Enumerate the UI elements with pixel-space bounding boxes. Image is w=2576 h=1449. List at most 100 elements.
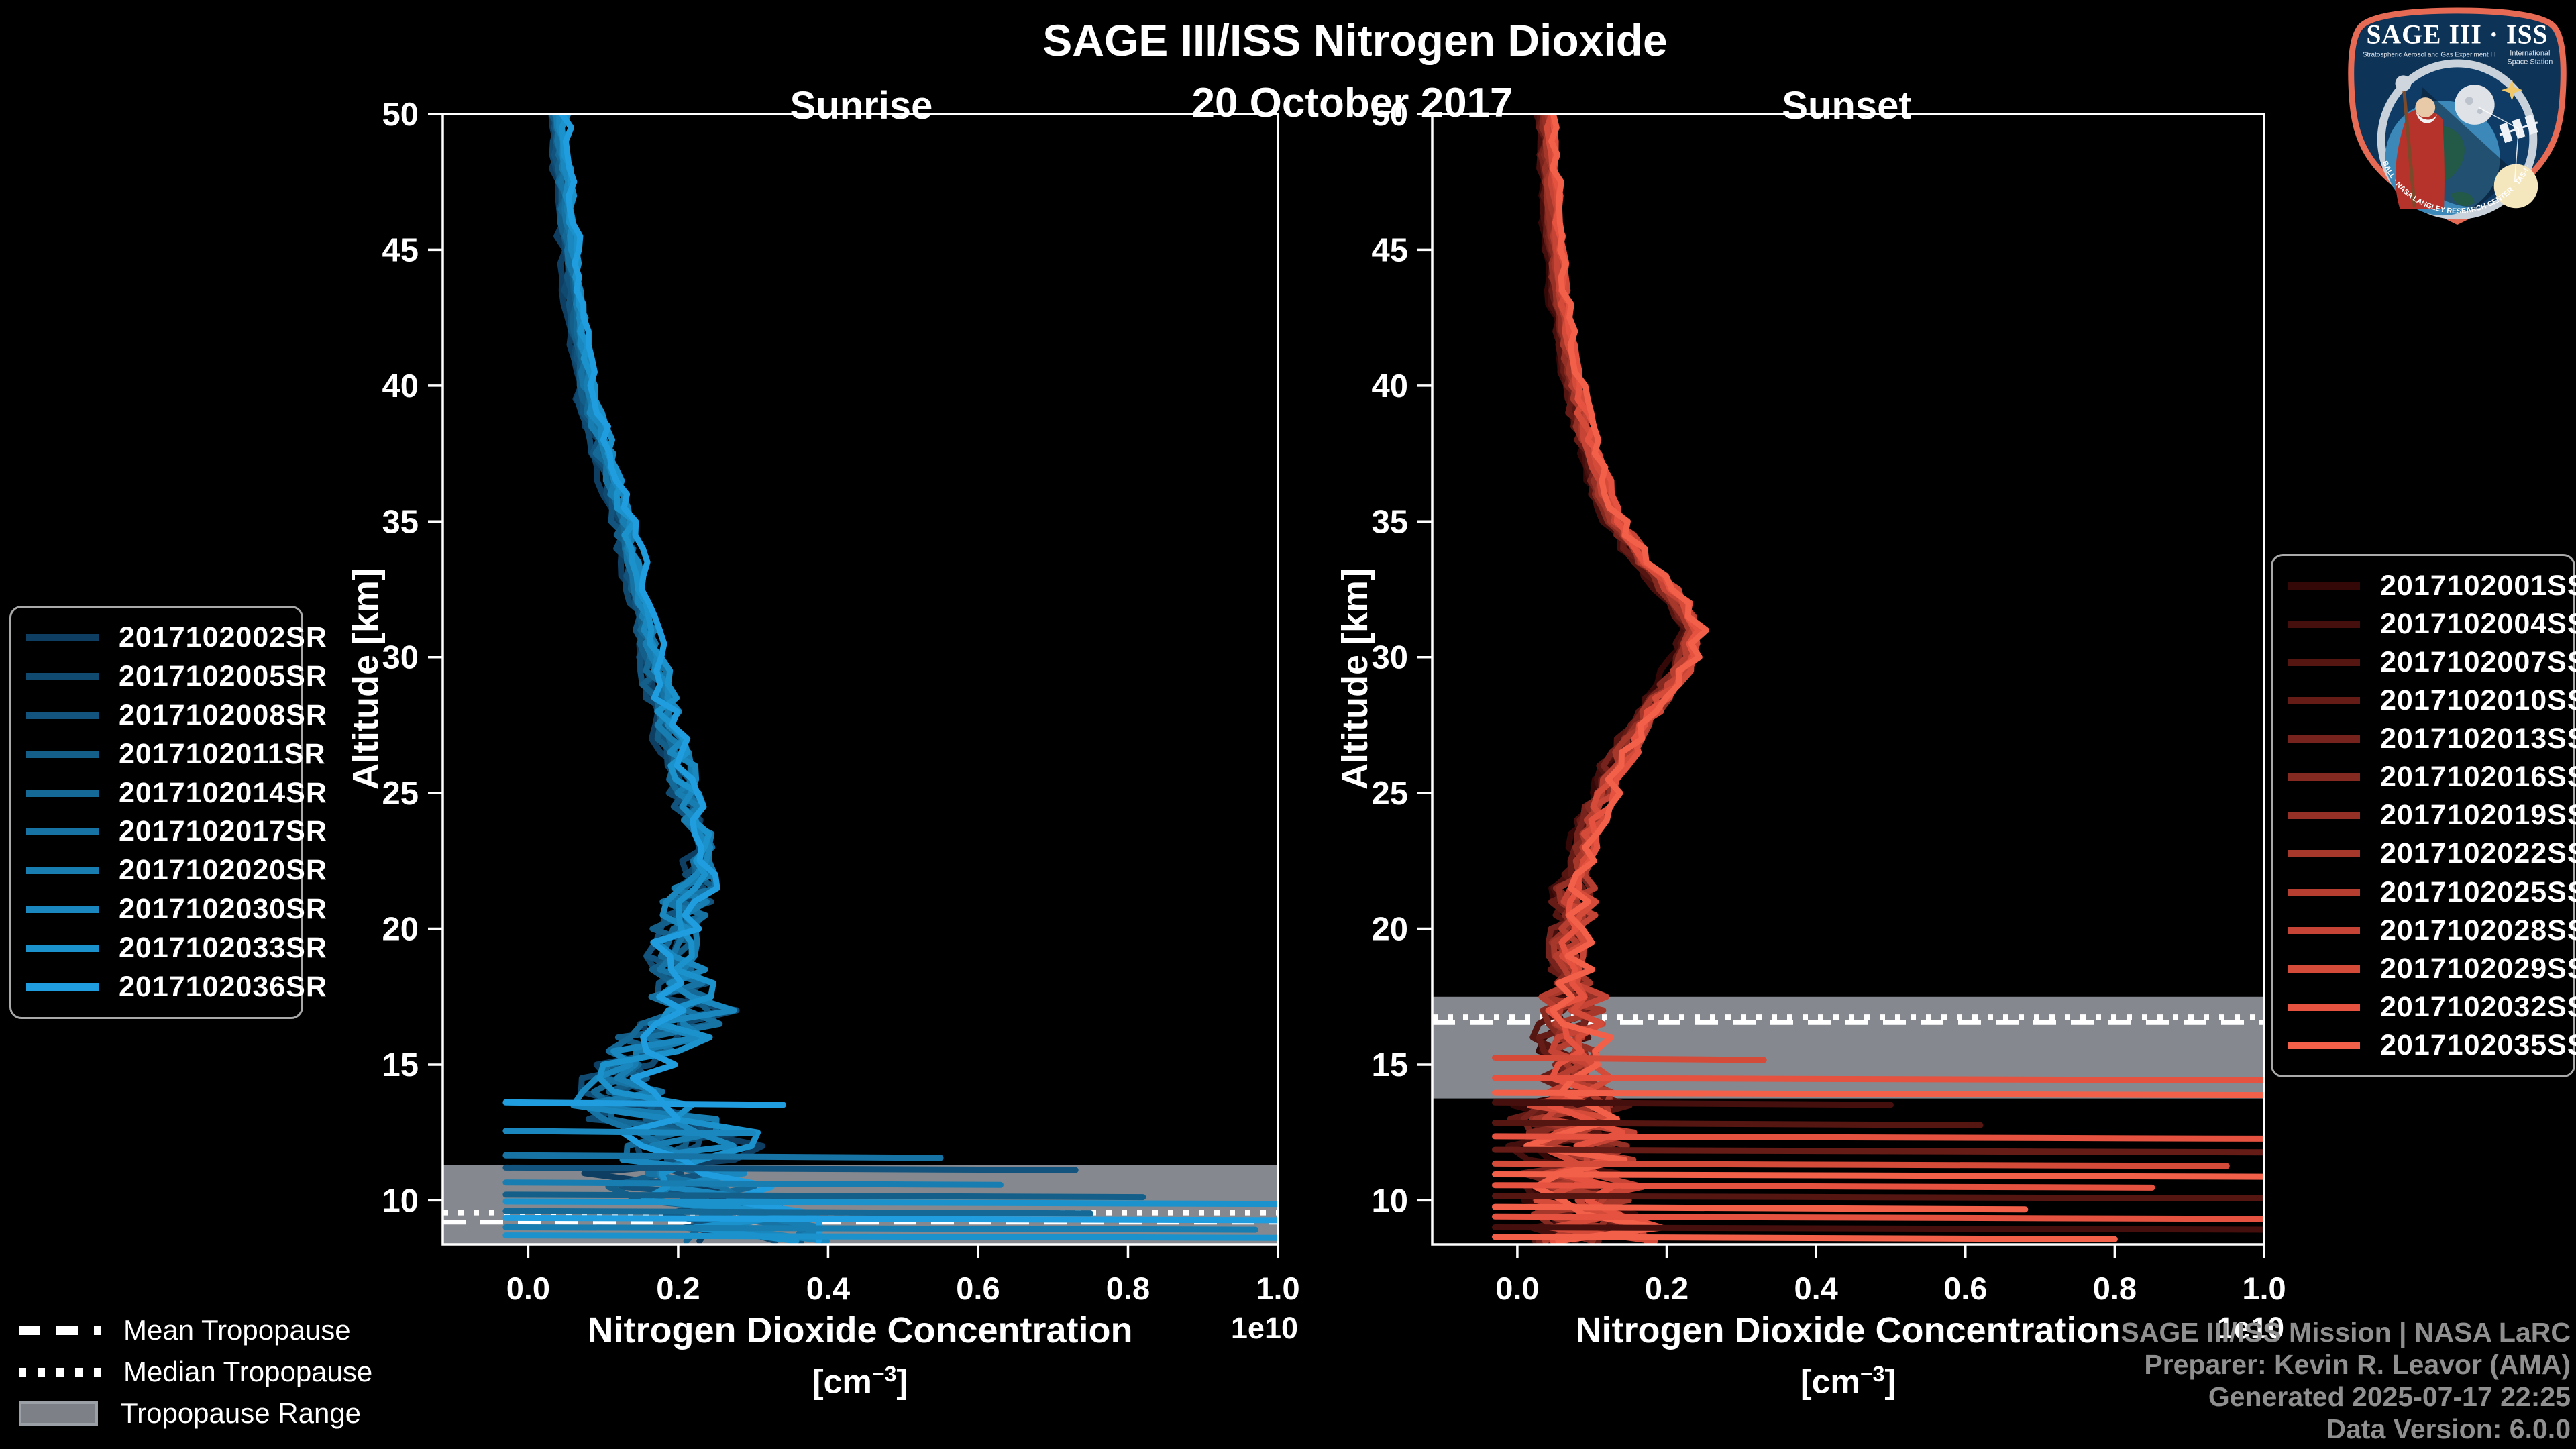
- legend-item-2017102030SR: 2017102030SR: [26, 893, 327, 926]
- tropopause-legend-item: Median Tropopause: [19, 1351, 372, 1393]
- legend-item-label: 2017102035SS: [2380, 1028, 2576, 1061]
- legend-line-swatch: [2288, 1003, 2360, 1011]
- legend-item-label: 2017102032SS: [2380, 990, 2576, 1023]
- sunrise-plot: 0.0 0.2 0.4 0.6 0.8 1.0 10 15 20 25 30 35 40 45 50 1e10: [382, 97, 1299, 1345]
- spike-line: [1492, 1055, 1767, 1063]
- spike-line: [1492, 1133, 2264, 1142]
- legend-item-2017102029SS: 2017102029SS: [2288, 953, 2576, 985]
- sunset-panel-title: Sunset: [1782, 84, 1912, 127]
- legend-line-swatch: [2288, 659, 2360, 667]
- legend-item-2017102033SR: 2017102033SR: [26, 932, 327, 965]
- spike-line: [1492, 1234, 2118, 1242]
- legend-line-swatch: [2288, 888, 2360, 896]
- axis-offset-label: 1e10: [2217, 1311, 2284, 1345]
- plot-border: [1431, 113, 2265, 1246]
- legend-line-swatch: [26, 673, 99, 681]
- legend-item-label: 2017102011SR: [119, 737, 326, 770]
- patch-subtitle-right-2: Space Station: [2507, 58, 2553, 66]
- x-tick-label: 0.6: [1943, 1271, 1987, 1306]
- y-tick-label: 15: [382, 1047, 419, 1083]
- plot-border: [441, 113, 1279, 1246]
- legend-line-swatch: [2288, 621, 2360, 629]
- spike-line: [1492, 1089, 2264, 1099]
- profile-line-2017102033SR: [559, 114, 809, 1244]
- y-tick-label: 20: [382, 912, 419, 948]
- profile-line-2017102011SR: [548, 114, 825, 1244]
- legend-item-label: 2017102002SR: [119, 621, 327, 654]
- moon-crater: [2465, 97, 2473, 105]
- spike-line: [502, 1198, 1278, 1208]
- legend-line-swatch: [2288, 582, 2360, 590]
- spike-line: [502, 1224, 1258, 1233]
- legend-line-swatch: [26, 634, 99, 642]
- x-tick-label: 0.0: [506, 1271, 550, 1306]
- spike-line: [502, 1179, 1004, 1188]
- tropopause-legend-label: Median Tropopause: [123, 1356, 373, 1387]
- spike-line: [502, 1191, 1146, 1201]
- legend-item-label: 2017102036SR: [119, 970, 327, 1003]
- sunrise-legend: 2017102002SR 2017102005SR 2017102008SR 2017…: [9, 606, 327, 1019]
- profile-line-2017102036SR: [559, 114, 824, 1244]
- legend-item-2017102016SS: 2017102016SS: [2288, 761, 2576, 794]
- x-tick-label: 0.2: [1645, 1271, 1688, 1306]
- legend-item-label: 2017102019SS: [2380, 799, 2576, 832]
- x-tick-label: 1.0: [2242, 1271, 2286, 1306]
- figure-date: 20 October 2017: [1191, 80, 1513, 126]
- y-tick-label: 45: [1371, 232, 1408, 268]
- y-tick-label: 50: [1371, 97, 1408, 133]
- legend-item-2017102025SS: 2017102025SS: [2288, 876, 2576, 909]
- legend-item-label: 2017102030SR: [119, 892, 327, 925]
- mission-patch-logo: SAGE III · ISS Stratospheric Aerosol and…: [2344, 7, 2567, 225]
- spike-line: [502, 1164, 1079, 1173]
- legend-item-2017102008SR: 2017102008SR: [26, 699, 327, 732]
- y-axis-label-sunset: Altitude [km]: [1335, 568, 1375, 790]
- legend-item-2017102028SS: 2017102028SS: [2288, 914, 2576, 947]
- patch-sun: [2493, 164, 2538, 209]
- patch-sightlines: [2478, 107, 2520, 182]
- spike-line: [1492, 1193, 2264, 1202]
- spike-line: [1492, 1099, 1894, 1108]
- spike-line: [1492, 1213, 2264, 1222]
- figure-title: SAGE III/ISS Nitrogen Dioxide: [1042, 15, 1668, 65]
- patch-title: SAGE III · ISS: [2366, 20, 2548, 50]
- legend-item-2017102035SS: 2017102035SS: [2288, 1029, 2576, 1062]
- legend-item-label: 2017102001SS: [2380, 570, 2576, 602]
- legend-item-label: 2017102004SS: [2380, 608, 2576, 641]
- y-tick-label: 10: [382, 1183, 419, 1219]
- legend-item-2017102036SR: 2017102036SR: [26, 971, 327, 1004]
- x-tick-label: 0.8: [1106, 1271, 1150, 1306]
- legend-item-label: 2017102005SR: [119, 660, 327, 693]
- legend-line-swatch: [26, 983, 99, 991]
- legend-item-label: 2017102020SR: [119, 854, 327, 887]
- sunrise-plot-area: [443, 114, 1278, 1244]
- legend-line-swatch: [26, 711, 99, 719]
- x-axis-units-sunrise: [cm−3]: [812, 1362, 908, 1401]
- legend-item-2017102019SS: 2017102019SS: [2288, 799, 2576, 832]
- y-tick-label: 35: [382, 504, 419, 540]
- legend-item-2017102004SS: 2017102004SS: [2288, 608, 2576, 641]
- sunrise-plot-series: [548, 114, 830, 1244]
- legend-item-label: 2017102013SS: [2380, 722, 2576, 755]
- patch-subtitle-left: Stratospheric Aerosol and Gas Experiment…: [2363, 52, 2496, 59]
- spike-line: [502, 1152, 944, 1161]
- legend-item-2017102020SR: 2017102020SR: [26, 854, 327, 887]
- dotted-swatch: [19, 1367, 101, 1377]
- y-tick-label: 20: [1371, 912, 1408, 948]
- patch-star: [2501, 79, 2523, 101]
- legend-item-2017102011SR: 2017102011SR: [26, 738, 325, 771]
- legend-item-label: 2017102022SS: [2380, 837, 2576, 870]
- patch-sage-figure: [2395, 75, 2445, 209]
- legend-line-swatch: [2288, 735, 2360, 743]
- legend-line-swatch: [2288, 697, 2360, 705]
- x-tick-label: 0.4: [806, 1271, 850, 1306]
- credits-block: SAGE III/ISS Mission | NASA LaRC Prepare…: [2121, 1316, 2571, 1445]
- credit-generated: Generated 2025-07-17 22:25: [2208, 1381, 2571, 1412]
- y-tick-label: 35: [1371, 504, 1408, 540]
- credit-mission: SAGE III/ISS Mission | NASA LaRC: [2121, 1317, 2571, 1348]
- legend-item-label: 2017102010SS: [2380, 684, 2576, 717]
- spike-line: [502, 1214, 1278, 1224]
- spike-line: [1492, 1160, 2230, 1169]
- spike-line: [1492, 1171, 2264, 1180]
- x-axis-label-sunrise: Nitrogen Dioxide Concentration: [587, 1310, 1133, 1350]
